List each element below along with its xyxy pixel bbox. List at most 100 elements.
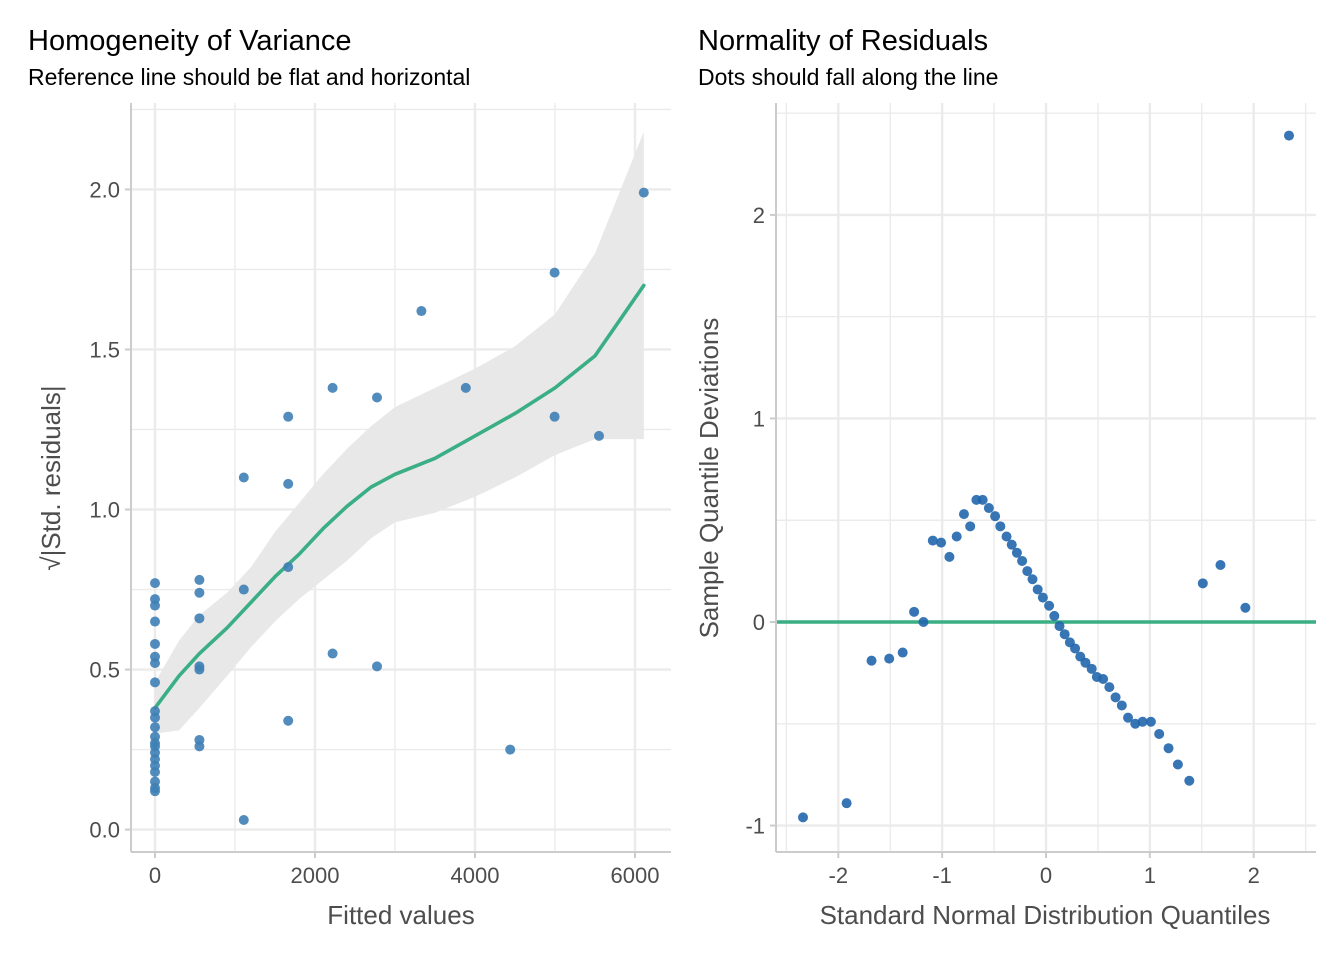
data-point [1032,584,1043,595]
data-point [990,511,1001,522]
normality-panel: Normality of Residuals Dots should fall … [694,25,1316,930]
data-point [150,578,160,589]
data-point [549,411,560,422]
normality-gridlines [776,103,1316,852]
data-point [372,392,382,403]
data-point [283,478,294,489]
data-point [150,677,160,688]
data-point [1104,682,1115,693]
data-point [995,521,1006,532]
data-point [1006,539,1017,550]
data-point [1098,673,1109,684]
x-tick-label: -2 [829,863,849,888]
data-point [1086,663,1097,674]
y-tick-label: 0.0 [89,818,120,843]
normality-x-axis-label: Standard Normal Distribution Quantiles [820,900,1271,930]
data-point [1080,657,1091,668]
y-tick-label: 0.5 [89,658,120,683]
data-point [841,798,852,809]
data-point [977,494,988,505]
data-point [150,786,160,797]
homogeneity-title: Homogeneity of Variance [28,25,351,57]
data-point [150,722,160,733]
data-point [1184,775,1195,786]
y-tick-label: 2 [753,203,765,228]
data-point [1017,555,1028,566]
data-point [1116,700,1127,711]
data-point [951,531,962,542]
x-tick-label: -1 [932,863,952,888]
normality-y-ticks: -1 0 1 2 [745,203,776,839]
normality-x-ticks: -2 -1 0 1 2 [829,852,1260,888]
data-point [150,638,160,649]
data-point [944,551,955,562]
data-point [416,306,427,317]
homogeneity-y-ticks: 0.0 0.5 1.0 1.5 2.0 [89,177,131,843]
data-point [1163,743,1174,754]
homogeneity-smooth-line [153,283,646,710]
data-point [638,187,649,198]
data-point [194,664,205,675]
data-point [1145,716,1156,727]
homogeneity-x-ticks: 0 2000 4000 6000 [149,852,660,888]
data-point [150,616,160,627]
data-point [150,712,160,723]
x-tick-label: 0 [1040,863,1052,888]
data-point [1240,602,1251,613]
data-point [283,715,294,726]
data-point [283,562,294,573]
x-tick-label: 0 [149,863,161,888]
data-point [150,658,160,669]
data-point [1110,692,1121,703]
x-tick-label: 2 [1248,863,1260,888]
homogeneity-x-axis-label: Fitted values [327,900,474,930]
data-point [1154,728,1165,739]
data-point [1044,600,1055,611]
data-point [884,653,895,664]
data-point [927,535,938,546]
y-tick-label: 2.0 [89,177,120,202]
data-point [238,814,249,825]
data-point [460,382,471,393]
data-point [1037,592,1048,603]
x-tick-label: 1 [1144,863,1156,888]
confidence-band [155,131,644,734]
y-tick-label: 1.0 [89,498,120,523]
y-tick-label: 1 [753,406,765,431]
data-point [194,613,205,624]
data-point [909,606,920,617]
data-point [1011,547,1022,558]
data-point [1059,629,1070,640]
data-point [372,661,382,672]
homogeneity-y-axis-label: √|Std. residuals| [36,385,66,570]
normality-title: Normality of Residuals [698,25,988,57]
data-point [1137,716,1148,727]
data-point [194,574,205,585]
normality-subtitle: Dots should fall along the line [698,64,998,90]
data-point [1172,759,1183,770]
x-tick-label: 6000 [611,863,660,888]
data-point [965,521,976,532]
normality-y-axis-label: Sample Quantile Deviations [694,318,724,639]
data-point [505,744,516,755]
data-point [194,741,205,752]
data-point [327,382,338,393]
homogeneity-points [150,187,649,825]
data-point [150,600,160,611]
y-tick-label: 1.5 [89,337,120,362]
y-tick-label: -1 [745,814,765,839]
homogeneity-axes [130,103,671,853]
data-point [194,587,205,598]
data-point [1049,610,1060,621]
data-point [238,584,249,595]
data-point [1022,566,1033,577]
data-point [1284,130,1294,141]
data-point [150,766,160,777]
y-tick-label: 0 [753,610,765,635]
data-point [798,812,808,823]
data-point [549,267,560,278]
homogeneity-subtitle: Reference line should be flat and horizo… [28,64,470,90]
loess-smooth-line [153,283,646,710]
data-point [327,648,338,659]
data-point [1215,560,1226,571]
